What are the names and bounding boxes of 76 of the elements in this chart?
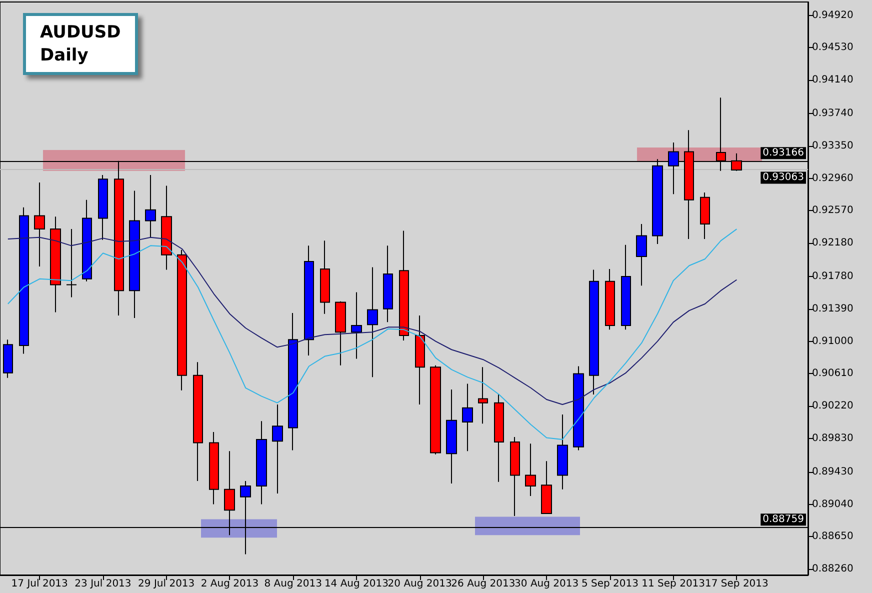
x-tick-label: 2 Aug 2013 — [200, 578, 259, 590]
x-tick-label: 17 Jul 2013 — [11, 578, 68, 590]
candlestick — [272, 404, 283, 494]
candlestick — [605, 268, 615, 330]
candlestick — [19, 206, 29, 354]
candlestick — [430, 364, 441, 455]
candlestick — [177, 249, 187, 391]
candlestick — [478, 366, 488, 424]
candlestick — [3, 339, 13, 378]
candlestick — [351, 292, 362, 360]
x-tick-label: 8 Aug 2013 — [264, 578, 322, 590]
x-tick-label: 26 Aug 2013 — [451, 578, 516, 590]
y-tick-label: 0.88650 — [812, 531, 854, 542]
x-tick-label: 14 Aug 2013 — [324, 578, 388, 590]
candlestick — [462, 383, 473, 452]
candlestick — [82, 199, 92, 282]
candlestick — [573, 366, 584, 451]
candlestick — [34, 182, 45, 267]
x-tick-label: 30 Aug 2013 — [514, 578, 579, 590]
candlestick — [557, 414, 568, 490]
text: AUDUSD — [40, 22, 121, 42]
y-tick-label: 0.90220 — [812, 400, 854, 412]
y-tick-label: 0.94140 — [812, 74, 854, 86]
y-tick-label: 0.91780 — [812, 270, 854, 282]
line-series — [7, 236, 738, 406]
candlestick — [288, 312, 298, 451]
y-tick-label: 0.92570 — [812, 205, 854, 216]
y-tick-label: 0.88260 — [812, 564, 854, 575]
candlestick — [145, 174, 156, 238]
y-tick-label: 0.94920 — [812, 10, 854, 21]
candlestick — [304, 245, 314, 356]
y-tick-label: 0.92960 — [812, 172, 854, 184]
candlestick — [335, 300, 346, 366]
candlestick — [193, 362, 203, 482]
y-tick-label: 0.94530 — [812, 42, 854, 54]
y-tick-label: 0.91000 — [812, 336, 854, 347]
ref-line-label: 0.93166 — [762, 148, 804, 159]
candlestick — [621, 244, 631, 330]
x-tick-label: 11 Sep 2013 — [642, 578, 706, 590]
y-tick-label: 0.93350 — [812, 140, 854, 152]
candlestick — [161, 185, 172, 270]
x-tick-label: 23 Jul 2013 — [74, 578, 132, 590]
y-tick-label: 0.91390 — [812, 303, 854, 314]
candlestick — [525, 443, 536, 496]
x-tick-label: 20 Aug 2013 — [388, 578, 452, 590]
candlestick — [700, 192, 710, 240]
candlestick — [541, 460, 552, 514]
ref-line-label: 0.93063 — [762, 172, 804, 184]
candlestick — [636, 224, 647, 286]
y-tick-label: 0.89830 — [812, 433, 854, 444]
ref-line-label: 0.88759 — [762, 514, 804, 526]
candlestick — [367, 266, 378, 378]
y-tick-label: 0.89040 — [812, 498, 854, 510]
y-tick-label: 0.89430 — [812, 466, 854, 478]
candlestick — [256, 420, 267, 505]
candlestick — [98, 174, 108, 240]
candlestick — [50, 216, 61, 313]
x-tick-label: 17 Sep 2013 — [705, 578, 768, 590]
candlestick — [510, 436, 520, 516]
candlestick — [494, 394, 504, 482]
candlestick — [66, 228, 77, 298]
text: Daily — [40, 46, 88, 66]
x-tick-label: 29 Jul 2013 — [138, 578, 195, 590]
candlestick — [209, 431, 219, 505]
candlestick — [589, 269, 599, 396]
y-tick-label: 0.93740 — [812, 108, 854, 119]
line-series — [7, 228, 738, 440]
candlestick — [129, 190, 140, 319]
candlestick — [446, 389, 457, 484]
candlestick — [415, 315, 425, 406]
candlestick — [383, 245, 393, 323]
candlestick — [320, 240, 330, 314]
y-tick-label: 0.92180 — [812, 238, 854, 249]
y-tick-label: 0.90610 — [812, 368, 854, 380]
candlestick — [399, 230, 409, 341]
x-tick-label: 5 Sep 2013 — [581, 578, 638, 590]
